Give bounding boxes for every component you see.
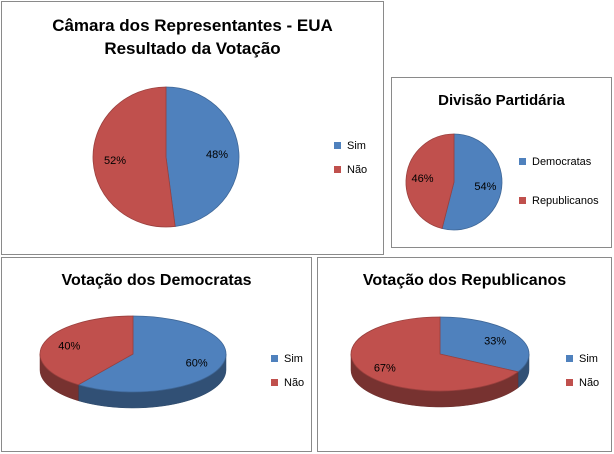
legend-item-nao: Não	[566, 376, 599, 390]
legend: Democratas Republicanos	[519, 155, 599, 208]
pie-slice-nao	[92, 86, 176, 228]
legend-label-republicanos: Republicanos	[532, 195, 599, 207]
legend-swatch-nao	[271, 379, 278, 386]
chart-title: Votação dos Democratas	[2, 269, 311, 292]
chart-panel-divisao-partidaria: Divisão Partidária 54% 46% Democratas Rep…	[391, 77, 612, 248]
legend-swatch-democratas	[519, 158, 526, 165]
legend-item-nao: Não	[334, 163, 367, 177]
legend-swatch-nao	[334, 166, 341, 173]
legend-swatch-sim	[566, 355, 573, 362]
legend-item-republicanos: Republicanos	[519, 194, 599, 208]
data-label-sim: 60%	[186, 357, 208, 369]
legend-label-sim: Sim	[579, 353, 598, 365]
pie-slice-democratas	[441, 133, 503, 231]
chart-title: Câmara dos Representantes - EUA Resultad…	[2, 14, 383, 60]
pie-chart: 48% 52%	[92, 86, 240, 228]
pie-chart-3d: 33% 67%	[350, 316, 530, 408]
pie-slice-nao	[350, 316, 519, 392]
chart-panel-votacao-democratas: Votação dos Democratas 60% 40% Sim Não	[1, 257, 312, 452]
legend: Sim Não	[271, 352, 304, 390]
pie-slice-republicanos	[405, 133, 455, 229]
legend-label-nao: Não	[579, 377, 600, 389]
legend-swatch-republicanos	[519, 197, 526, 204]
chart-title: Divisão Partidária	[392, 89, 611, 112]
chart-title-line-1: Votação dos Republicanos	[362, 272, 567, 289]
data-label-nao: 40%	[58, 341, 80, 353]
pie-slice-sim	[439, 316, 530, 373]
legend-label-nao: Não	[284, 377, 305, 389]
chart-title: Votação dos Republicanos	[318, 269, 611, 292]
legend-item-sim: Sim	[566, 352, 599, 366]
chart-title-line-1: Divisão Partidária	[438, 92, 565, 109]
data-label-nao: 67%	[374, 363, 396, 375]
legend-item-democratas: Democratas	[519, 155, 599, 169]
legend-label-democratas: Democratas	[532, 156, 592, 168]
chart-title-line-2: Resultado da Votação	[104, 39, 281, 58]
legend-label-sim: Sim	[284, 353, 303, 365]
legend-label-sim: Sim	[347, 140, 366, 152]
chart-panel-votacao-republicanos: Votação dos Republicanos 33% 67% Sim Não	[317, 257, 612, 452]
legend-swatch-nao	[566, 379, 573, 386]
legend-swatch-sim	[334, 142, 341, 149]
legend-label-nao: Não	[347, 164, 368, 176]
legend: Sim Não	[334, 139, 367, 177]
data-label-nao: 52%	[104, 155, 126, 167]
data-label-sim: 33%	[484, 335, 506, 347]
pie-slice-nao	[39, 315, 134, 386]
data-label-republicanos: 46%	[412, 173, 434, 185]
chart-title-line-1: Votação dos Democratas	[61, 272, 252, 289]
data-label-sim: 48%	[206, 149, 228, 161]
pie-slice-sim	[165, 86, 240, 227]
legend-item-sim: Sim	[334, 139, 367, 153]
pie-chart: 54% 46%	[405, 133, 503, 231]
data-label-democratas: 54%	[474, 181, 496, 193]
chart-panel-votacao-geral: Câmara dos Representantes - EUA Resultad…	[1, 1, 384, 255]
legend-item-nao: Não	[271, 376, 304, 390]
legend-swatch-sim	[271, 355, 278, 362]
chart-title-line-1: Câmara dos Representantes - EUA	[52, 16, 333, 35]
pie-chart-3d: 60% 40%	[39, 315, 227, 409]
pie-slice-sim	[77, 315, 227, 393]
legend: Sim Não	[566, 352, 599, 390]
legend-item-sim: Sim	[271, 352, 304, 366]
